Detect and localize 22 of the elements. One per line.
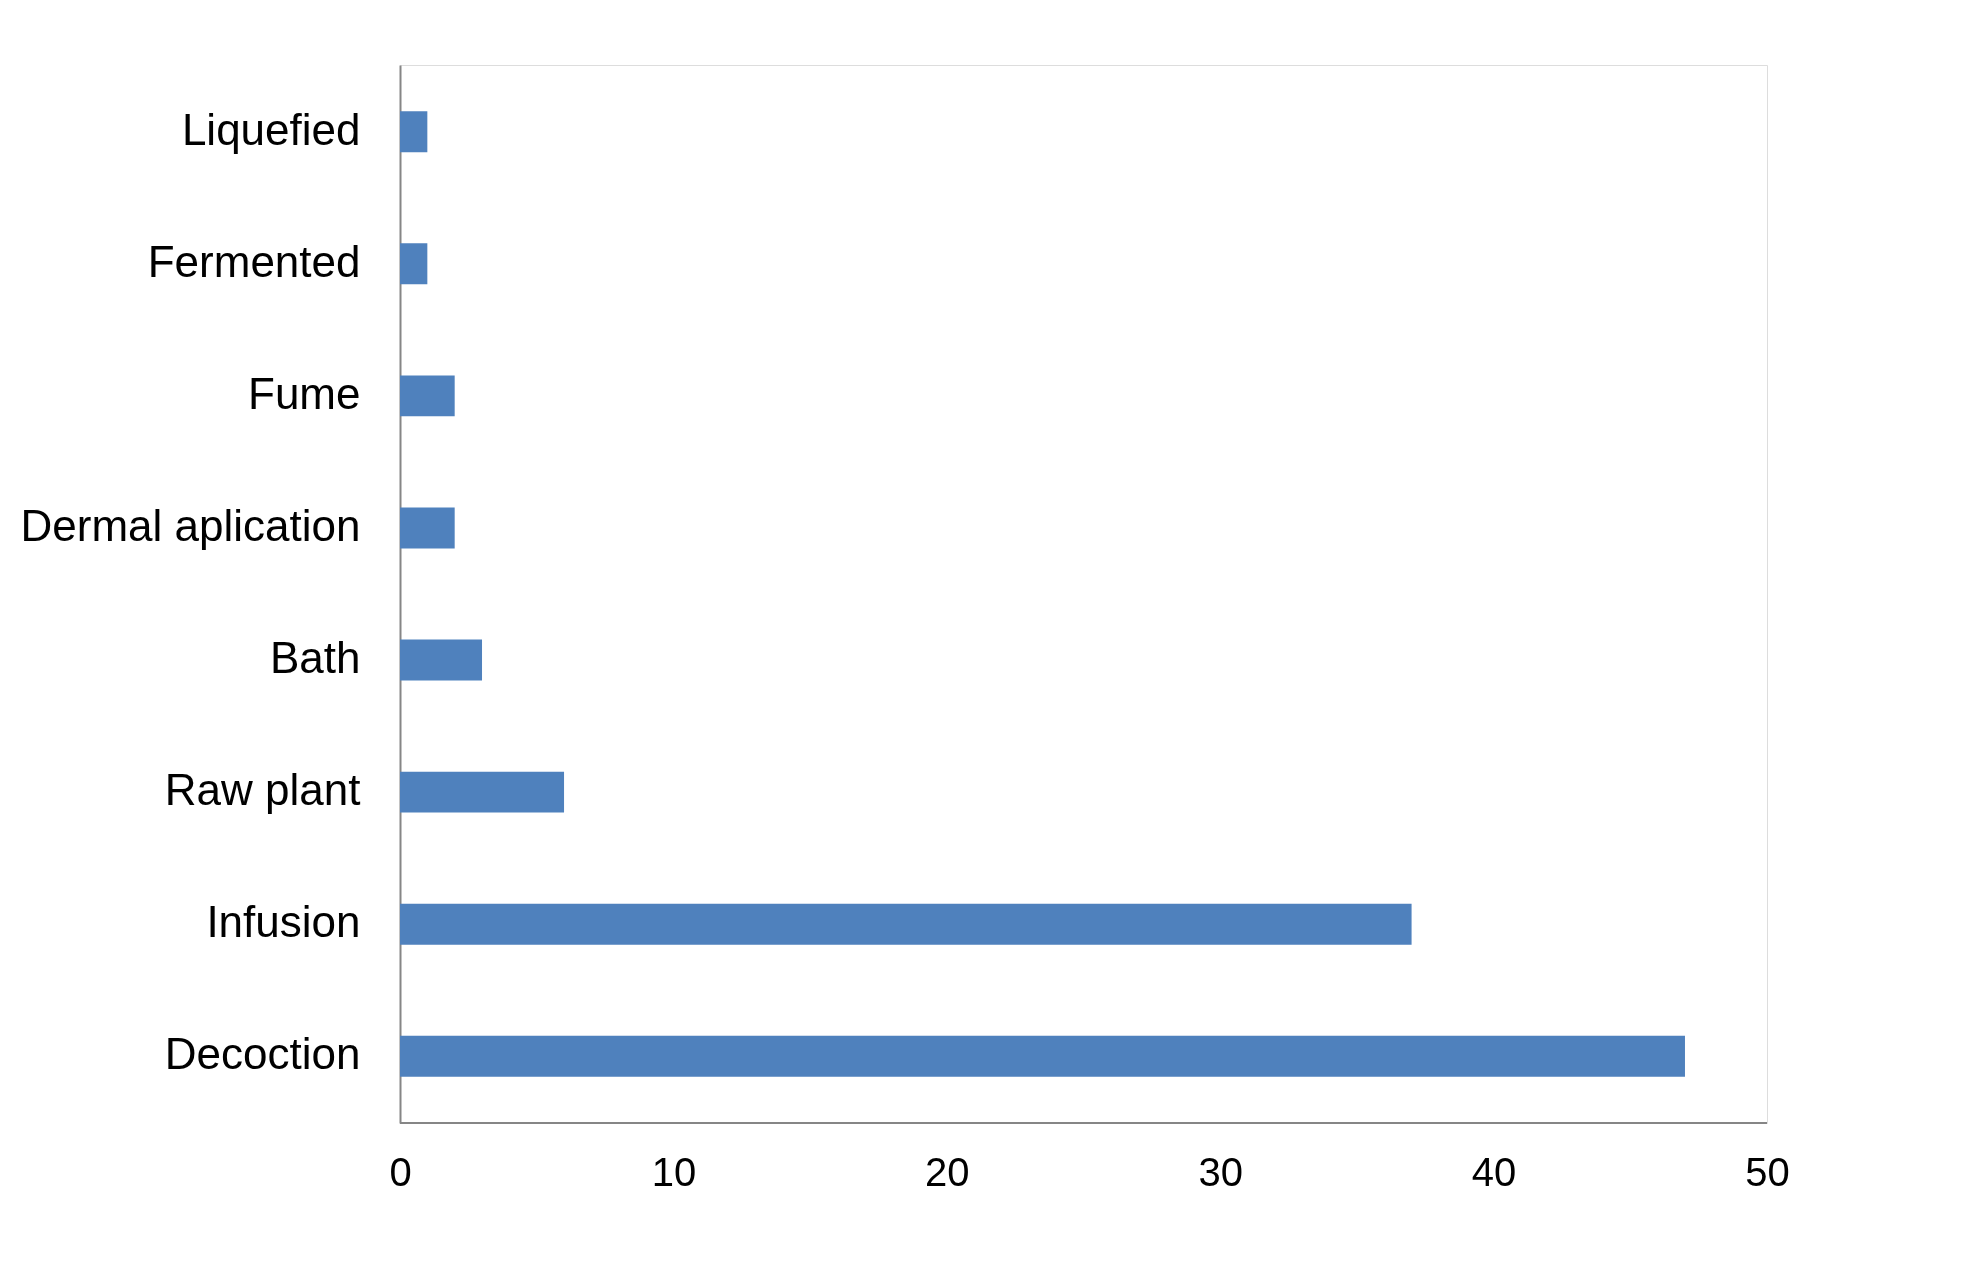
bar [400,771,565,813]
bar [400,639,483,681]
x-tick-label: 10 [651,1149,697,1194]
y-tick-label: Infusion [206,897,361,947]
y-tick-label: Liquefied [181,104,361,154]
x-tick-label: 50 [1745,1149,1790,1194]
bar [400,1035,1685,1077]
y-tick-label: Fermented [147,236,361,286]
bar [400,111,428,153]
y-tick-label: Raw plant [164,765,361,815]
bar [400,375,455,417]
x-tick-label: 20 [925,1149,970,1194]
x-tick-label: 40 [1471,1149,1517,1194]
y-tick-label: Bath [269,633,361,683]
bar [400,903,1412,945]
bar [400,507,455,549]
y-tick-label: Fume [248,368,361,418]
bar [400,243,428,285]
y-tick-label: Decoction [164,1029,361,1079]
y-tick-label: Dermal aplication [20,500,361,550]
x-tick-label: 0 [389,1149,412,1194]
x-tick-label: 30 [1198,1149,1243,1194]
